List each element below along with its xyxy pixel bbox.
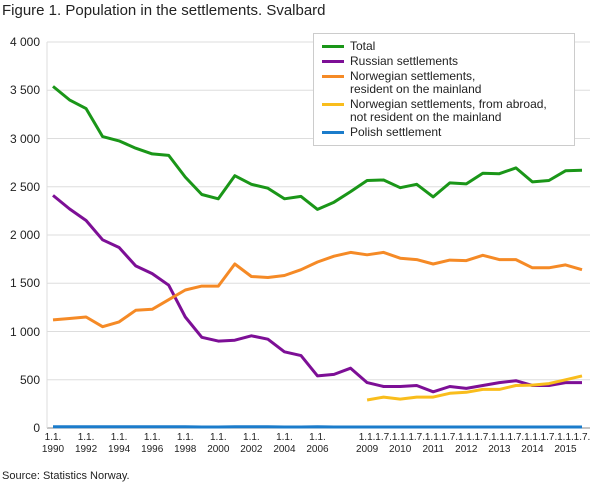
source: Source: Statistics Norway. xyxy=(2,470,130,482)
legend-item: Norwegian settlements, resident on the m… xyxy=(314,70,574,96)
series-line xyxy=(52,85,583,211)
legend-swatch xyxy=(322,45,344,48)
x-tick-label: 1.1. 2004 xyxy=(273,432,296,455)
x-tick-label: 1.1. 2012 xyxy=(455,432,478,455)
x-tick-label: 1.1. 2000 xyxy=(207,432,230,455)
x-tick-label: 1.1. 2013 xyxy=(488,432,511,455)
chart-title: Figure 1. Population in the settlements.… xyxy=(2,2,326,19)
y-tick-label: 1 500 xyxy=(9,276,40,291)
x-tick-label: 1.7. xyxy=(375,432,392,443)
series-line xyxy=(52,250,583,329)
y-tick-label: 2 500 xyxy=(9,179,40,194)
x-tick-label: 1.7. xyxy=(441,432,459,443)
y-tick-label: 1 000 xyxy=(9,324,40,339)
series-line xyxy=(52,194,582,394)
y-tick-label: 2 000 xyxy=(9,228,40,242)
legend-swatch xyxy=(322,103,344,106)
x-tick-label: 1.1. 2009 xyxy=(355,432,379,455)
y-tick-label: 0 xyxy=(33,421,40,435)
x-tick-label: 1.1. 1992 xyxy=(74,432,98,455)
x-tick-label: 1.1. 1996 xyxy=(141,432,164,455)
y-tick-label: 3 500 xyxy=(9,83,40,98)
legend-swatch xyxy=(322,131,344,134)
legend-label: Norwegian settlements, from abroad, not … xyxy=(350,97,547,124)
legend-swatch xyxy=(322,60,344,63)
legend-item: Total xyxy=(314,40,574,53)
x-tick-label: 1.7. xyxy=(507,432,525,443)
x-tick-label: 1.1. 2006 xyxy=(306,432,329,455)
x-tick-label: 1.7. xyxy=(573,432,591,443)
x-tick-label: 1.1. 2015 xyxy=(554,432,577,455)
legend-item: Russian settlements xyxy=(314,55,574,68)
x-tick-label: 1.7. xyxy=(408,432,426,443)
x-tick-label: 1.7. xyxy=(474,432,492,443)
y-tick-label: 4 000 xyxy=(9,35,40,49)
legend-label: Total xyxy=(350,39,376,53)
x-tick-label: 1.1. 2014 xyxy=(521,432,544,455)
x-tick-label: 1.1. 1994 xyxy=(108,432,131,455)
legend-item: Polish settlement xyxy=(314,126,574,139)
legend-swatch xyxy=(322,75,344,78)
legend-label: Russian settlements xyxy=(350,54,459,68)
x-tick-label: 1.1. 1998 xyxy=(174,432,197,455)
x-tick-label: 1.1. 1990 xyxy=(41,432,65,455)
series-line xyxy=(366,374,583,402)
y-tick-label: 500 xyxy=(19,372,40,387)
x-tick-label: 1.1. 2002 xyxy=(240,432,263,455)
legend-label: Polish settlement xyxy=(350,125,442,139)
x-tick-label: 1.1. 2011 xyxy=(422,432,444,455)
x-tick-label: 1.7. xyxy=(540,432,558,443)
x-tick-label: 1.1. 2010 xyxy=(389,432,412,455)
legend-label: Norwegian settlements, resident on the m… xyxy=(350,69,482,96)
y-tick-label: 3 000 xyxy=(9,131,40,146)
legend-item: Norwegian settlements, from abroad, not … xyxy=(314,98,574,124)
legend: Total Russian settlements Norwegian settle… xyxy=(313,33,575,146)
